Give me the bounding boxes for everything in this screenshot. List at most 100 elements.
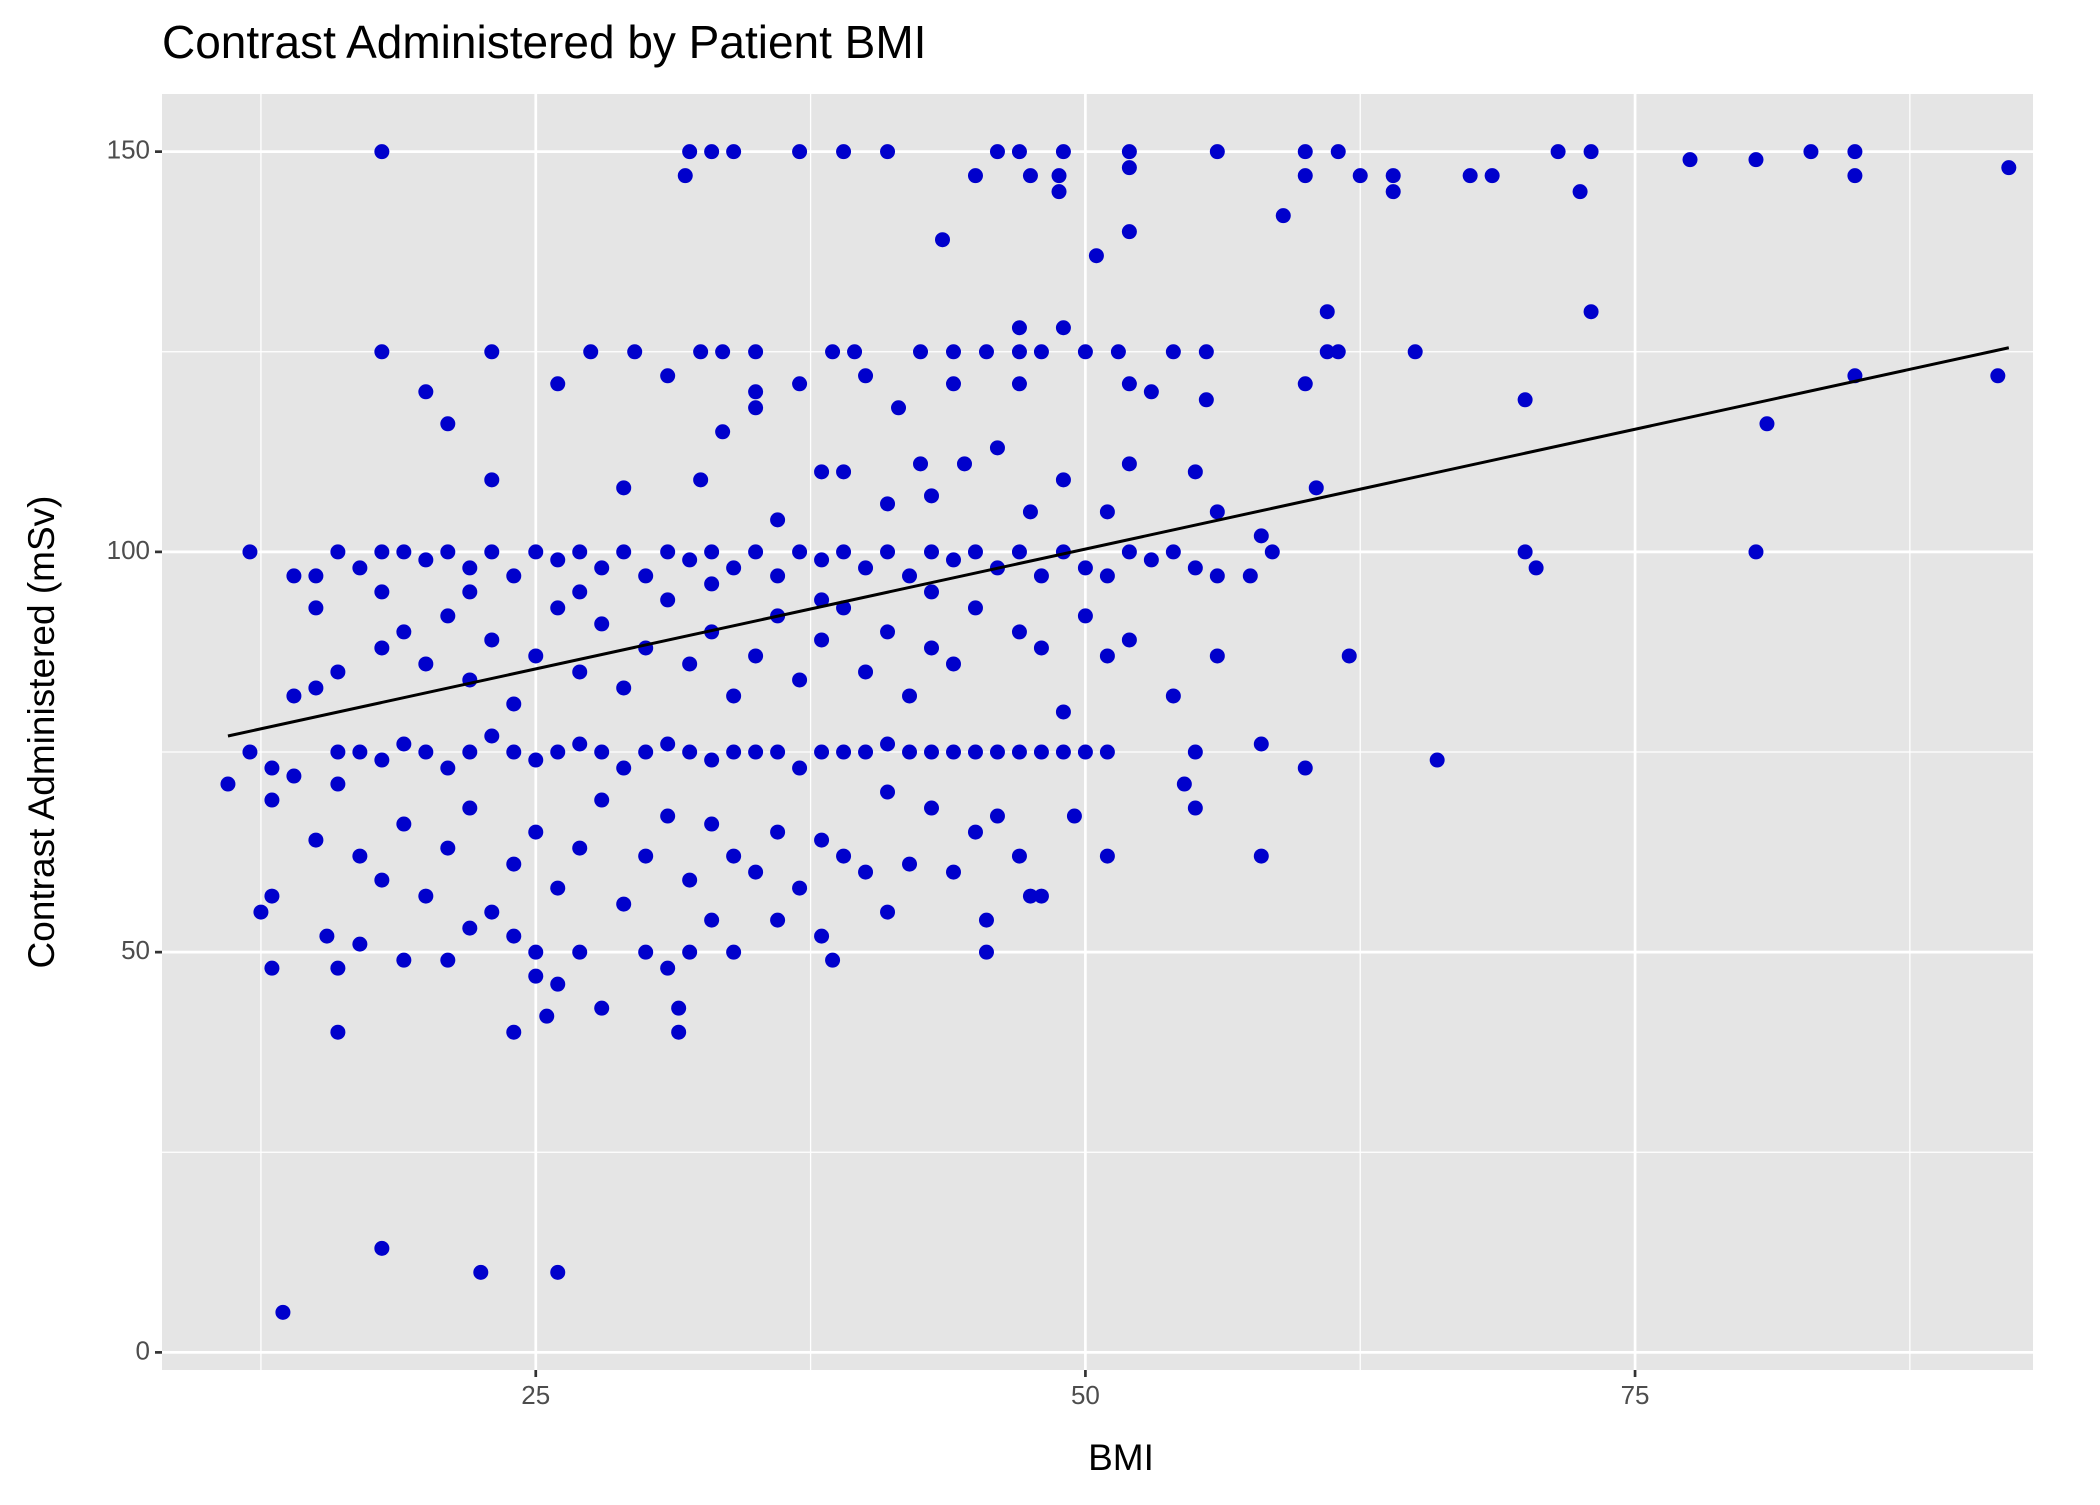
scatter-point: [814, 464, 830, 480]
scatter-point: [704, 752, 720, 768]
scatter-point: [308, 600, 324, 616]
scatter-point: [1275, 208, 1291, 224]
scatter-point: [539, 1008, 555, 1024]
scatter-point: [1385, 168, 1401, 184]
scatter-point: [1143, 552, 1159, 568]
scatter-point: [704, 144, 720, 160]
scatter-point: [1253, 736, 1269, 752]
scatter-point: [462, 744, 478, 760]
scatter-point: [418, 384, 434, 400]
scatter-point: [1033, 640, 1049, 656]
scatter-point: [1748, 544, 1764, 560]
scatter-point: [1209, 144, 1225, 160]
scatter-point: [550, 600, 566, 616]
scatter-point: [638, 568, 654, 584]
scatter-point: [1253, 848, 1269, 864]
scatter-point: [1121, 160, 1137, 176]
scatter-point: [748, 384, 764, 400]
scatter-point: [418, 656, 434, 672]
scatter-point: [880, 544, 896, 560]
scatter-point: [978, 344, 994, 360]
scatter-point: [616, 760, 632, 776]
scatter-point: [858, 560, 874, 576]
scatter-point: [945, 656, 961, 672]
scatter-point: [462, 560, 478, 576]
scatter-point: [1198, 344, 1214, 360]
scatter-point: [945, 344, 961, 360]
scatter-point: [836, 144, 852, 160]
scatter-point: [418, 888, 434, 904]
scatter-point: [891, 400, 907, 416]
scatter-point: [945, 744, 961, 760]
scatter-point: [1011, 544, 1027, 560]
scatter-point: [715, 424, 731, 440]
scatter-point: [473, 1264, 489, 1280]
scatter-point: [1341, 648, 1357, 664]
scatter-point: [1099, 648, 1115, 664]
x-tick-label: 75: [1621, 1380, 1650, 1410]
scatter-point: [726, 848, 742, 864]
scatter-point: [440, 544, 456, 560]
scatter-point: [1121, 224, 1137, 240]
scatter-point: [396, 952, 412, 968]
scatter-point: [1099, 504, 1115, 520]
scatter-point: [814, 744, 830, 760]
scatter-point: [1077, 344, 1093, 360]
scatter-point: [462, 800, 478, 816]
scatter-point: [792, 672, 808, 688]
scatter-point: [1033, 568, 1049, 584]
scatter-point: [1033, 888, 1049, 904]
scatter-point: [814, 832, 830, 848]
scatter-point: [374, 544, 390, 560]
scatter-point: [264, 792, 280, 808]
scatter-point: [1297, 376, 1313, 392]
y-tick-label: 50: [121, 935, 150, 965]
scatter-point: [1121, 376, 1137, 392]
scatter-point: [1055, 744, 1071, 760]
scatter-point: [484, 544, 500, 560]
scatter-point: [330, 960, 346, 976]
scatter-point: [945, 376, 961, 392]
scatter-point: [967, 744, 983, 760]
scatter-point: [1990, 368, 2006, 384]
scatter-point: [528, 968, 544, 984]
scatter-point: [528, 944, 544, 960]
scatter-point: [275, 1304, 291, 1320]
scatter-point: [1099, 744, 1115, 760]
scatter-point: [308, 680, 324, 696]
scatter-point: [902, 688, 918, 704]
scatter-point: [748, 744, 764, 760]
scatter-point: [660, 736, 676, 752]
scatter-point: [572, 544, 588, 560]
scatter-point: [1022, 504, 1038, 520]
scatter-point: [1077, 744, 1093, 760]
scatter-point: [934, 232, 950, 248]
scatter-point: [836, 848, 852, 864]
scatter-point: [1022, 168, 1038, 184]
scatter-point: [616, 896, 632, 912]
scatter-point: [1077, 608, 1093, 624]
scatter-point: [506, 856, 522, 872]
scatter-point: [682, 744, 698, 760]
scatter-point: [1055, 472, 1071, 488]
scatter-point: [1297, 144, 1313, 160]
scatter-point: [1352, 168, 1368, 184]
scatter-point: [330, 1024, 346, 1040]
scatter-point: [715, 344, 731, 360]
scatter-point: [682, 144, 698, 160]
plot-background: [162, 94, 2033, 1370]
scatter-point: [594, 744, 610, 760]
scatter-point: [528, 752, 544, 768]
scatter-point: [902, 568, 918, 584]
scatter-point: [440, 608, 456, 624]
scatter-point: [506, 744, 522, 760]
scatter-point: [572, 736, 588, 752]
scatter-point: [902, 856, 918, 872]
scatter-point: [1011, 624, 1027, 640]
scatter-point: [880, 496, 896, 512]
scatter-point: [440, 952, 456, 968]
scatter-point: [660, 960, 676, 976]
scatter-point: [967, 824, 983, 840]
scatter-point: [1051, 168, 1067, 184]
scatter-point: [616, 480, 632, 496]
